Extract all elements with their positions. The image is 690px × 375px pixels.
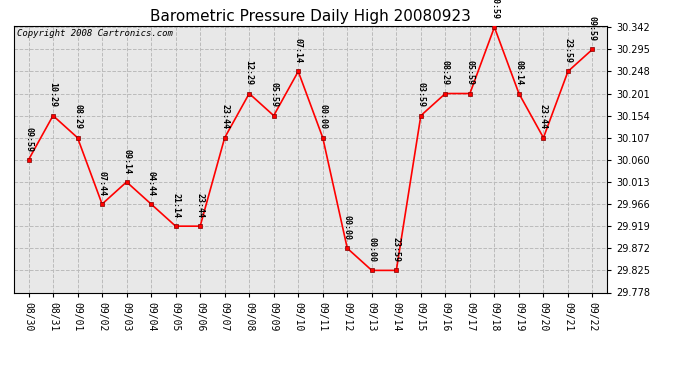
Text: 12:29: 12:29: [245, 60, 254, 85]
Text: Copyright 2008 Cartronics.com: Copyright 2008 Cartronics.com: [17, 29, 172, 38]
Text: 04:44: 04:44: [146, 171, 156, 196]
Text: 05:59: 05:59: [269, 82, 278, 107]
Title: Barometric Pressure Daily High 20080923: Barometric Pressure Daily High 20080923: [150, 9, 471, 24]
Text: 10:59: 10:59: [490, 0, 499, 19]
Text: 23:44: 23:44: [196, 193, 205, 218]
Text: 09:59: 09:59: [24, 126, 33, 152]
Text: 09:59: 09:59: [588, 16, 597, 41]
Text: 08:29: 08:29: [441, 60, 450, 85]
Text: 23:59: 23:59: [564, 38, 573, 63]
Text: 00:00: 00:00: [318, 104, 327, 129]
Text: 03:59: 03:59: [416, 82, 425, 107]
Text: 09:14: 09:14: [122, 148, 131, 174]
Text: 07:44: 07:44: [97, 171, 106, 196]
Text: 07:14: 07:14: [294, 38, 303, 63]
Text: 23:59: 23:59: [392, 237, 401, 262]
Text: 08:14: 08:14: [515, 60, 524, 85]
Text: 10:29: 10:29: [48, 82, 57, 107]
Text: 00:00: 00:00: [367, 237, 376, 262]
Text: 23:44: 23:44: [539, 104, 548, 129]
Text: 00:00: 00:00: [343, 215, 352, 240]
Text: 21:14: 21:14: [171, 193, 180, 218]
Text: 05:59: 05:59: [465, 60, 475, 85]
Text: 23:44: 23:44: [220, 104, 229, 129]
Text: 08:29: 08:29: [73, 104, 82, 129]
